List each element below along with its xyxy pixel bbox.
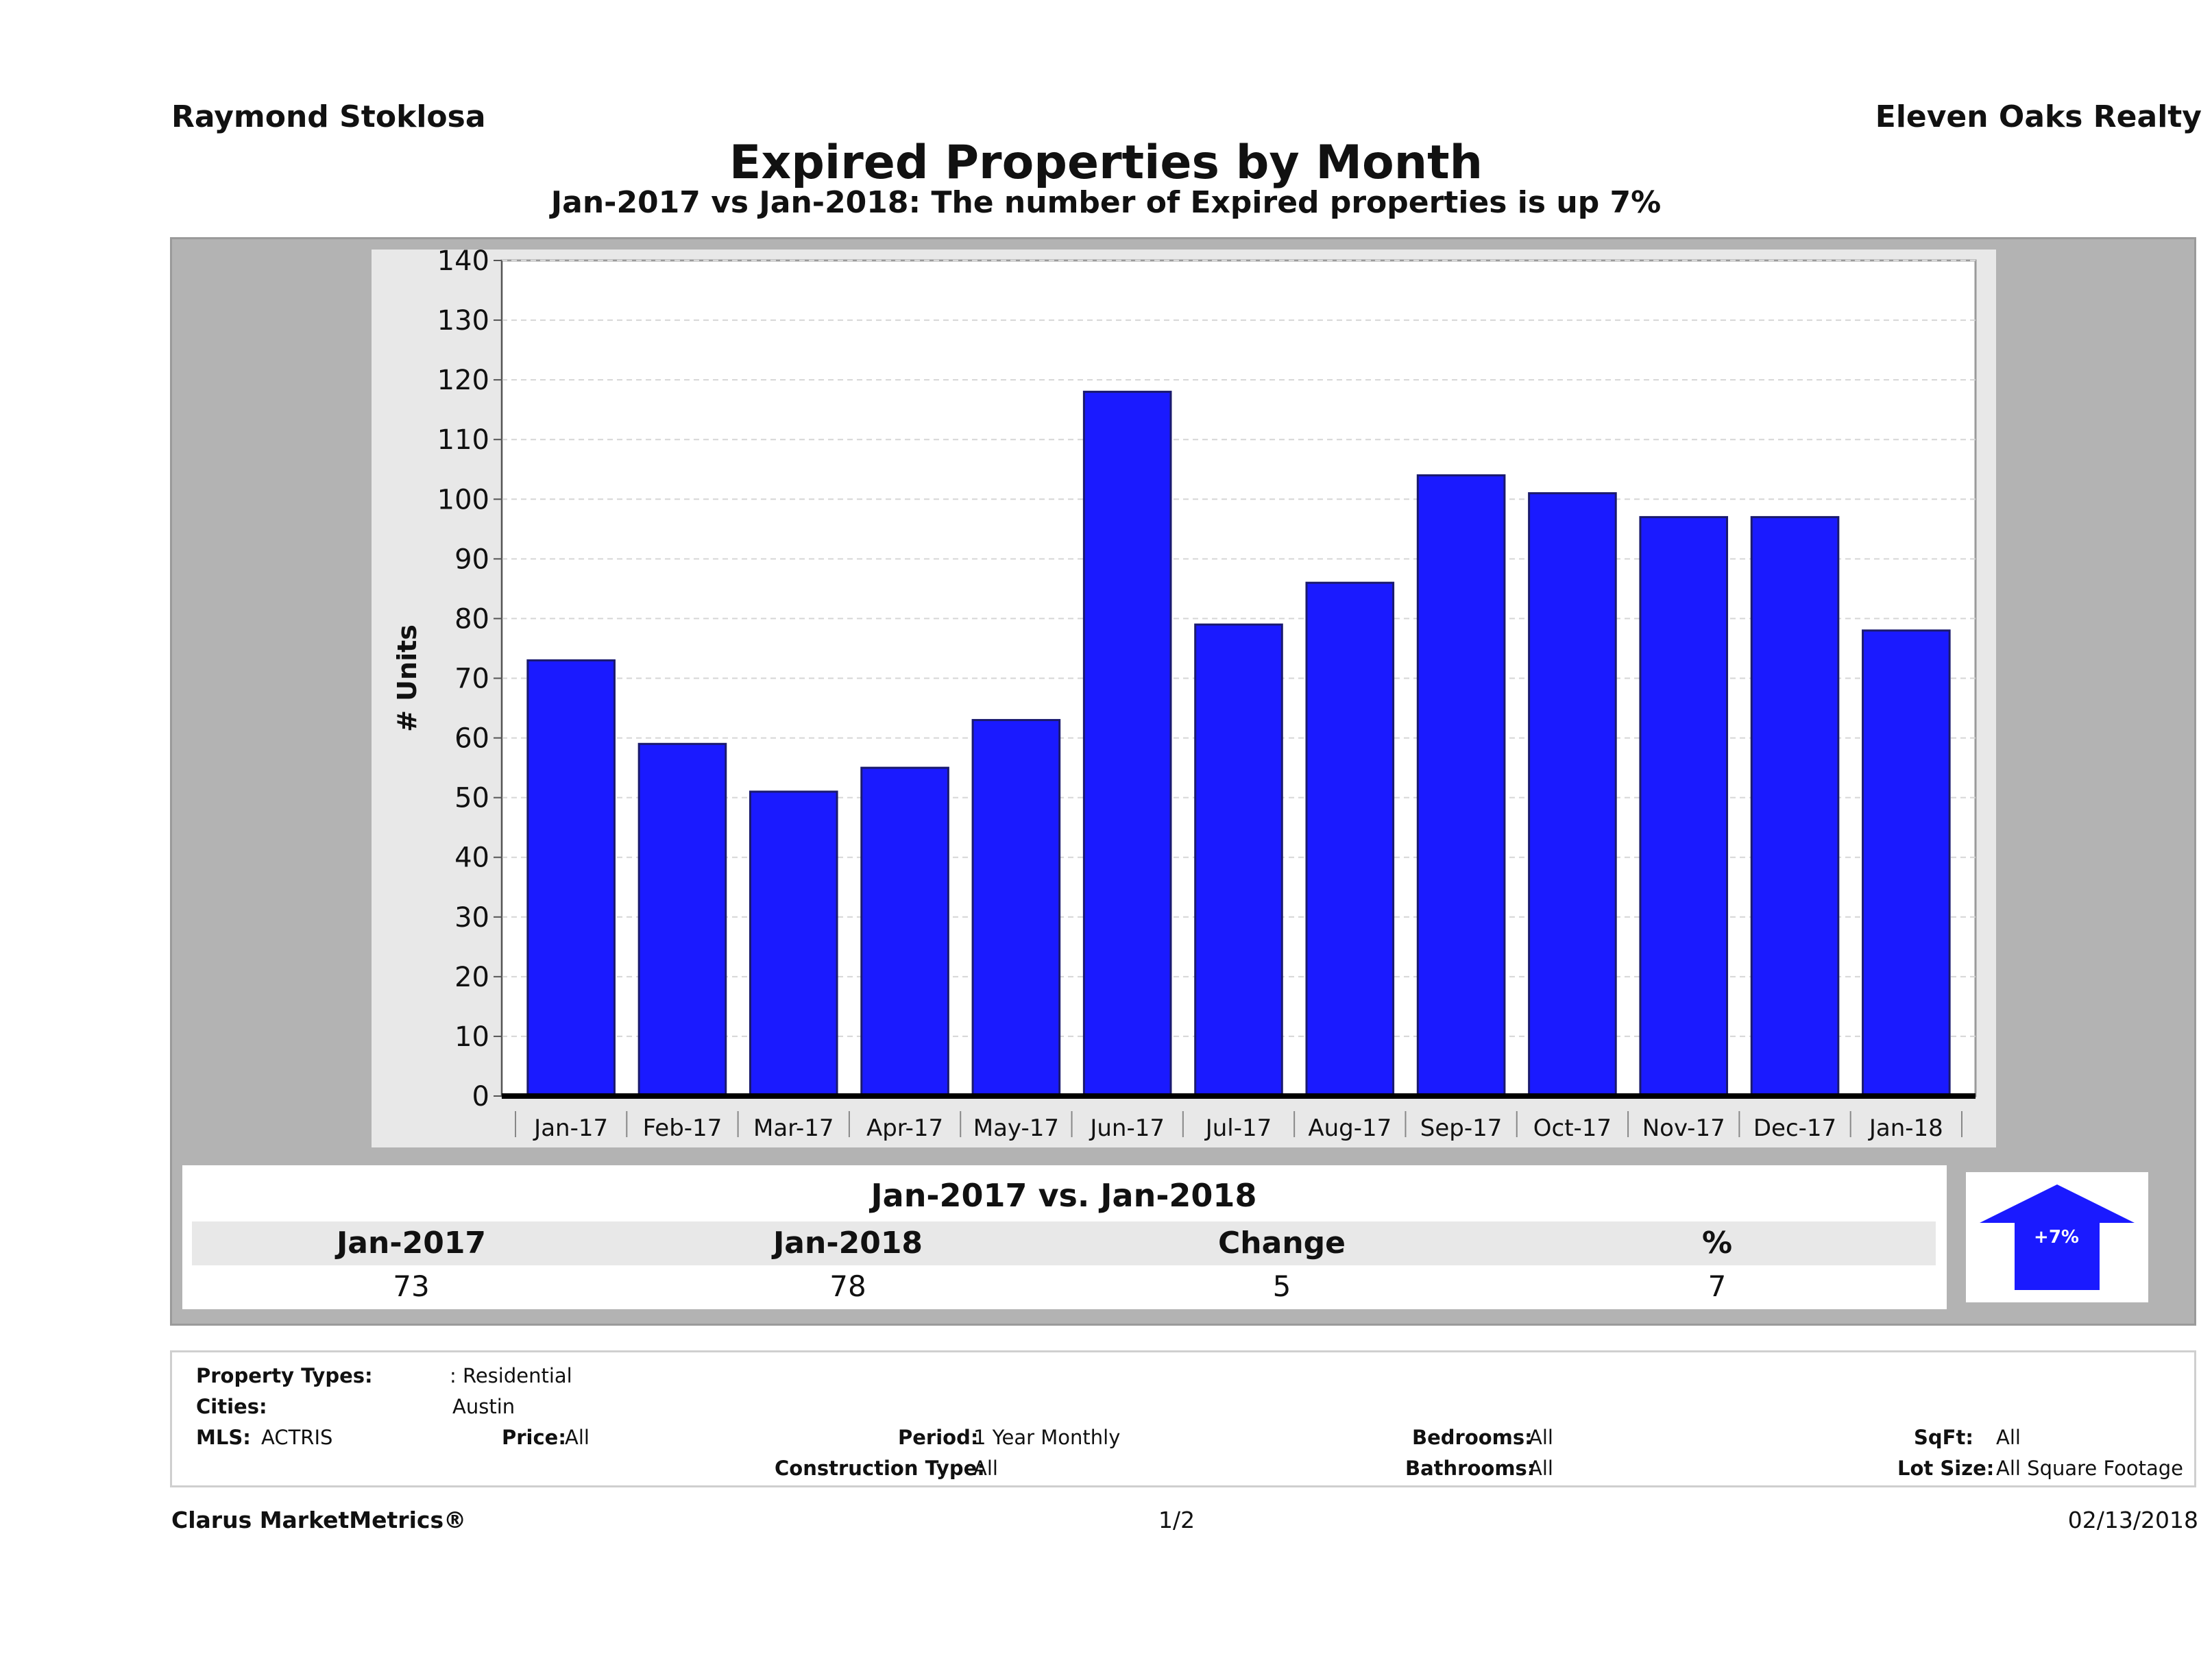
property-types-label: Property Types: bbox=[196, 1364, 373, 1387]
bar bbox=[860, 766, 949, 1097]
cities-value: Austin bbox=[452, 1395, 515, 1418]
y-tick-label: 110 bbox=[437, 424, 489, 456]
construction-type-label: Construction Type: bbox=[775, 1457, 985, 1480]
x-tick-label: Jan-18 bbox=[1868, 1115, 1943, 1142]
y-tick-label: 0 bbox=[472, 1081, 489, 1112]
cities-label: Cities: bbox=[196, 1395, 267, 1418]
bedrooms-label: Bedrooms: bbox=[1412, 1426, 1533, 1449]
bar bbox=[1750, 515, 1840, 1097]
bar-chart: 0 10 20 30 40 50 60 70 80 90 100 110 120 130 140 Jan-17… bbox=[392, 250, 1977, 1142]
x-tick-label: Sep-17 bbox=[1420, 1115, 1503, 1142]
y-tick-label: 30 bbox=[454, 902, 489, 934]
lot-size-label: Lot Size: bbox=[1897, 1457, 1995, 1480]
bedrooms-value: All bbox=[1529, 1426, 1553, 1449]
x-tick-label: Jul-17 bbox=[1204, 1115, 1272, 1142]
x-tick-label: May-17 bbox=[973, 1115, 1059, 1142]
x-tick-label: Jan-17 bbox=[533, 1115, 608, 1142]
period-label: Period: bbox=[898, 1426, 979, 1449]
bar bbox=[749, 790, 838, 1097]
property-types-value: : Residential bbox=[450, 1364, 572, 1387]
sqft-value: All bbox=[1996, 1426, 2021, 1449]
footer-date: 02/13/2018 bbox=[2067, 1507, 2198, 1533]
y-tick-label: 10 bbox=[454, 1021, 489, 1053]
bathrooms-label: Bathrooms: bbox=[1405, 1457, 1535, 1480]
y-tick-label: 20 bbox=[454, 962, 489, 993]
comparison-header-band bbox=[192, 1221, 1936, 1265]
bar bbox=[1416, 474, 1506, 1097]
chart-title: Expired Properties by Month bbox=[729, 136, 1483, 190]
bar bbox=[637, 742, 727, 1097]
bar bbox=[971, 718, 1061, 1097]
x-tick-label: Mar-17 bbox=[753, 1115, 834, 1142]
footer-page-number: 1/2 bbox=[1158, 1507, 1195, 1533]
comparison-label-start: Jan-2017 bbox=[336, 1226, 487, 1261]
bar bbox=[1194, 623, 1283, 1097]
y-tick-label: 80 bbox=[454, 603, 489, 635]
y-tick-label: 90 bbox=[454, 544, 489, 575]
x-tick-label: Jun-17 bbox=[1089, 1115, 1165, 1142]
x-tick-label: Aug-17 bbox=[1308, 1115, 1391, 1142]
x-tick-label: Dec-17 bbox=[1753, 1115, 1836, 1142]
y-tick-label: 130 bbox=[437, 305, 489, 337]
price-value: All bbox=[565, 1426, 590, 1449]
y-tick-label: 140 bbox=[437, 250, 489, 277]
comparison-value-change: 5 bbox=[1272, 1269, 1291, 1303]
mls-value: ACTRIS bbox=[261, 1426, 333, 1449]
x-tick-label: Apr-17 bbox=[866, 1115, 943, 1142]
bar bbox=[1862, 629, 1951, 1097]
period-value: 1 Year Monthly bbox=[973, 1426, 1121, 1449]
x-tick-label: Nov-17 bbox=[1642, 1115, 1725, 1142]
comparison-value-end: 78 bbox=[829, 1269, 866, 1303]
construction-type-value: All bbox=[973, 1457, 998, 1480]
bathrooms-value: All bbox=[1529, 1457, 1553, 1480]
sqft-label: SqFt: bbox=[1914, 1426, 1973, 1449]
footer-brand: Clarus MarketMetrics® bbox=[171, 1507, 467, 1533]
bar bbox=[1305, 581, 1395, 1097]
company-name: Eleven Oaks Realty bbox=[1875, 99, 2202, 134]
y-tick-label: 60 bbox=[454, 723, 489, 755]
comparison-label-end: Jan-2018 bbox=[773, 1226, 923, 1261]
bar bbox=[1639, 515, 1729, 1097]
comparison-value-percent: 7 bbox=[1707, 1269, 1727, 1303]
chart-subtitle: Jan-2017 vs Jan-2018: The number of Expi… bbox=[550, 185, 1662, 220]
criteria-panel bbox=[170, 1350, 2196, 1487]
trend-label: +7% bbox=[2034, 1227, 2079, 1248]
price-label: Price: bbox=[502, 1426, 566, 1449]
x-tick-label: Feb-17 bbox=[643, 1115, 722, 1142]
comparison-heading: Jan-2017 vs. Jan-2018 bbox=[192, 1174, 1936, 1217]
y-tick-label: 100 bbox=[437, 484, 489, 515]
y-tick-label: 50 bbox=[454, 783, 489, 814]
comparison-value-start: 73 bbox=[393, 1269, 430, 1303]
bar bbox=[1528, 492, 1617, 1097]
y-tick-label: 120 bbox=[437, 365, 489, 396]
comparison-label-change: Change bbox=[1218, 1226, 1346, 1261]
x-tick-label: Oct-17 bbox=[1533, 1115, 1612, 1142]
lot-size-value: All Square Footage bbox=[1996, 1457, 2184, 1480]
y-tick-label: 40 bbox=[454, 842, 489, 874]
comparison-label-percent: % bbox=[1701, 1226, 1733, 1261]
y-axis-label: # Units bbox=[392, 624, 422, 732]
up-arrow-icon bbox=[1980, 1184, 2135, 1290]
mls-label: MLS: bbox=[196, 1426, 251, 1449]
bar bbox=[1082, 391, 1172, 1097]
agent-name: Raymond Stoklosa bbox=[171, 99, 486, 134]
y-tick-label: 70 bbox=[454, 664, 489, 695]
bar bbox=[526, 659, 616, 1097]
comparison-value-band bbox=[192, 1267, 1936, 1306]
